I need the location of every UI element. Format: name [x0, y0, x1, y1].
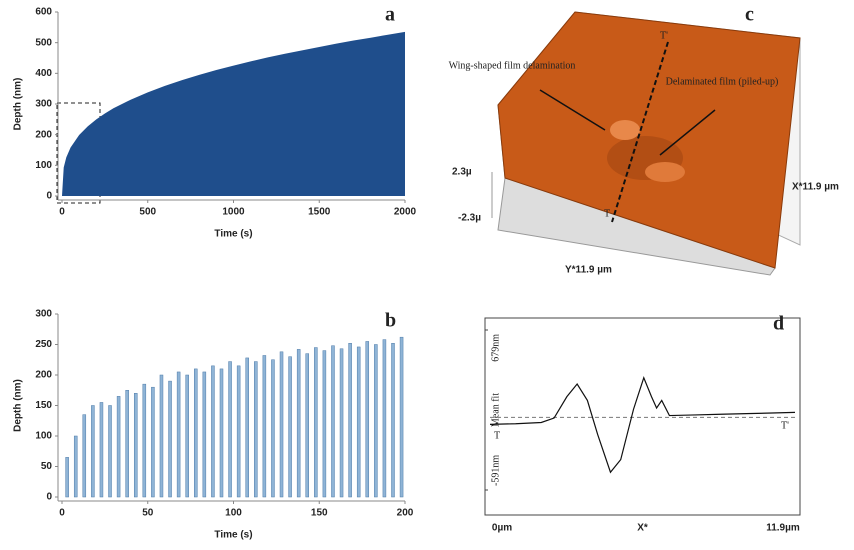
bar	[168, 380, 172, 498]
panel-label: b	[385, 310, 396, 332]
bar	[65, 457, 69, 498]
y-axis-title: Mean fit	[490, 393, 501, 427]
bar	[305, 353, 309, 498]
annotation: T'	[660, 30, 668, 41]
bar	[254, 361, 258, 498]
bar	[116, 396, 121, 498]
bar	[279, 351, 284, 498]
bar	[108, 405, 112, 498]
x-tick-label: 100	[225, 508, 242, 519]
bar	[245, 357, 249, 498]
bar	[142, 383, 147, 498]
bar	[288, 356, 292, 498]
bar	[314, 347, 318, 498]
bar	[159, 374, 164, 498]
x-tick-label: 11.9µm	[766, 523, 800, 534]
y-tick-label: 250	[35, 339, 52, 350]
bar	[91, 405, 95, 498]
bar	[176, 371, 181, 498]
bar	[202, 371, 207, 498]
bar	[219, 368, 224, 498]
x-tick-label: 200	[397, 508, 414, 519]
bar	[399, 336, 404, 498]
bar	[82, 414, 87, 498]
bar	[211, 365, 215, 498]
panel-label: d	[773, 313, 784, 335]
x-axis-title: Time (s)	[214, 530, 252, 541]
y-tick-label: 500	[35, 37, 52, 48]
bar	[99, 402, 104, 498]
bar	[365, 341, 370, 498]
y-axis-title: Depth (nm)	[13, 78, 24, 131]
bar	[356, 346, 361, 498]
annotation: T	[604, 208, 610, 219]
bar	[73, 435, 78, 498]
bar	[133, 393, 138, 498]
panel-label: a	[385, 4, 395, 26]
bar	[236, 365, 241, 498]
z-label: 2.3µ	[452, 167, 472, 178]
arrow	[659, 109, 716, 156]
z-label: -2.3µ	[458, 213, 481, 224]
y-tick-label: 100	[35, 160, 52, 171]
bar	[194, 368, 198, 498]
y-tick-label: 300	[35, 99, 52, 110]
y-tick-label: 50	[41, 461, 53, 472]
bar	[125, 390, 129, 498]
axis-label: Y*11.9 µm	[565, 265, 612, 276]
x-axis-title: Time (s)	[214, 229, 252, 240]
bar	[374, 344, 378, 498]
profile	[489, 376, 796, 474]
bar	[271, 359, 275, 498]
end-label: T	[494, 431, 500, 442]
y-tick-label: 679nm	[490, 334, 501, 362]
y-tick-label: 400	[35, 68, 52, 79]
y-tick-label: 0	[46, 191, 52, 202]
bar	[185, 374, 189, 498]
bar	[322, 350, 327, 498]
y-axis-title: Depth (nm)	[13, 379, 24, 432]
x-tick-label: 0	[59, 508, 65, 519]
bar	[262, 355, 267, 498]
annotation: Wing-shaped film delamination	[449, 60, 576, 71]
y-tick-label: 200	[35, 129, 52, 140]
wing	[610, 120, 640, 140]
y-tick-label: -591nm	[490, 455, 501, 486]
x-tick-label: 1000	[222, 207, 245, 218]
x-axis-title: X*	[637, 523, 648, 534]
bar	[339, 348, 344, 498]
axis-label: X*11.9 µm	[792, 182, 839, 193]
y-tick-label: 0	[46, 492, 52, 503]
y-tick-label: 150	[35, 400, 52, 411]
panel-label: c	[745, 4, 754, 26]
bar	[331, 345, 335, 498]
bar	[151, 386, 155, 498]
x-tick-label: 2000	[394, 207, 417, 218]
y-tick-label: 200	[35, 370, 52, 381]
x-tick-label: 500	[139, 207, 156, 218]
x-tick-label: 0µm	[492, 523, 512, 534]
bar	[348, 343, 352, 498]
end-label: T'	[781, 421, 789, 432]
x-tick-label: 50	[142, 508, 154, 519]
arrow	[539, 89, 606, 131]
frame	[484, 317, 801, 516]
y-tick-label: 600	[35, 7, 52, 18]
x-tick-label: 0	[59, 207, 65, 218]
annotation: Delaminated film (piled-up)	[666, 76, 779, 87]
x-tick-label: 150	[311, 508, 328, 519]
bar	[296, 349, 301, 498]
bar	[228, 361, 232, 498]
area	[62, 31, 405, 196]
y-tick-label: 300	[35, 309, 52, 320]
bar	[391, 343, 395, 498]
x-tick-label: 1500	[308, 207, 331, 218]
pile	[645, 162, 685, 182]
bar	[382, 339, 387, 498]
y-tick-label: 100	[35, 431, 52, 442]
afm-image	[491, 11, 801, 276]
